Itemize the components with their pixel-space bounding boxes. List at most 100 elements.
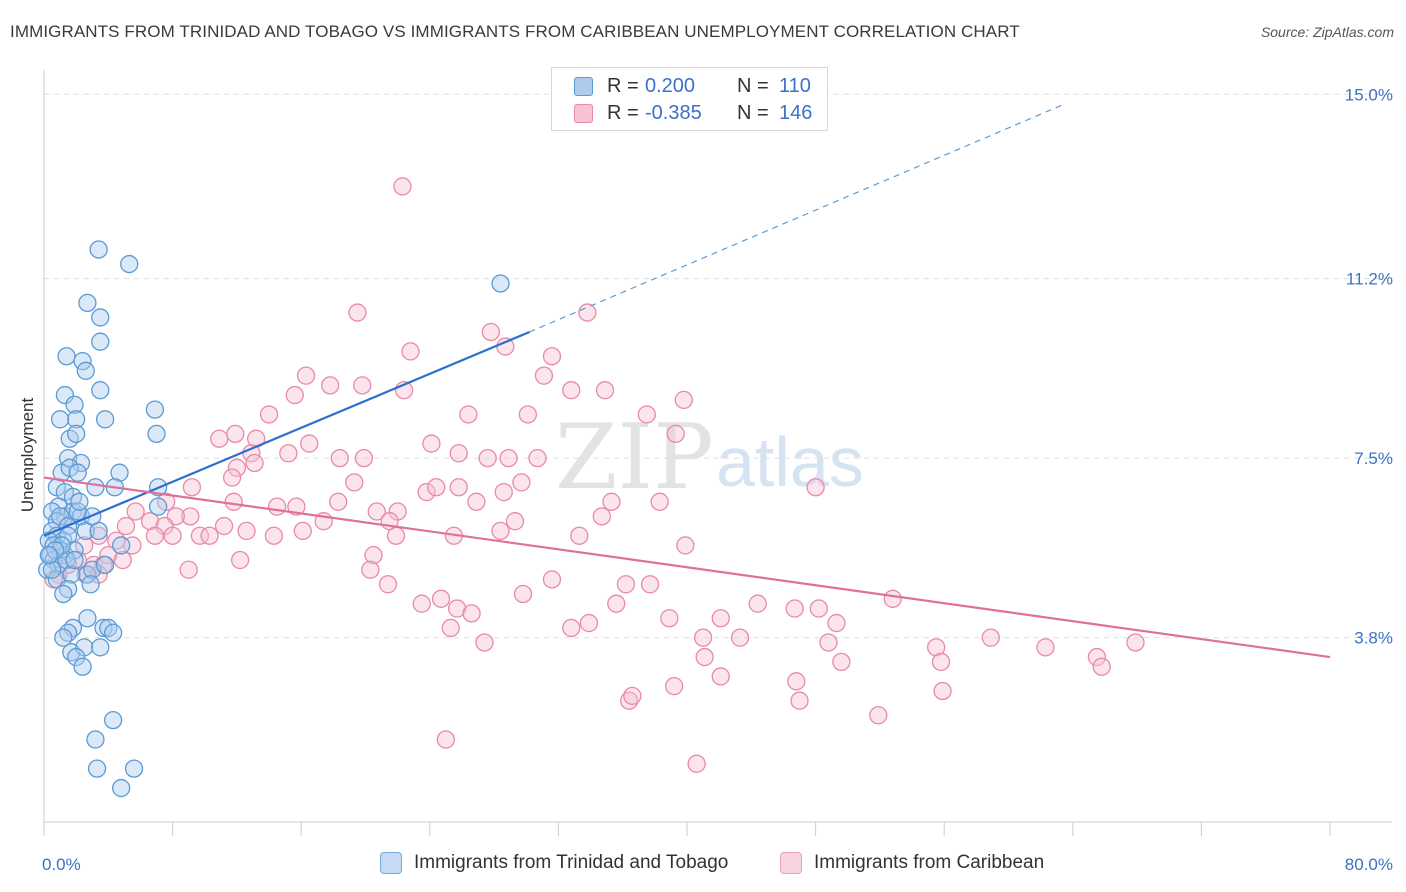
caribbean-point-65 xyxy=(491,521,510,541)
caribbean-point-131 xyxy=(790,691,809,710)
trinidad-points xyxy=(38,240,510,798)
trinidad-point-7 xyxy=(55,385,75,405)
caribbean-point-50 xyxy=(181,507,200,526)
trinidad-point-5 xyxy=(73,351,92,371)
caribbean-point-89 xyxy=(179,560,198,579)
caribbean-point-114 xyxy=(730,628,750,647)
caribbean-point-117 xyxy=(927,638,946,657)
legend-r-label: R = xyxy=(607,101,639,124)
caribbean-point-70 xyxy=(386,526,406,545)
caribbean-point-129 xyxy=(619,691,639,710)
caribbean-point-85 xyxy=(230,550,250,570)
caribbean-point-13 xyxy=(285,385,304,405)
caribbean-point-7 xyxy=(296,366,316,385)
trinidad-trend-line xyxy=(43,330,530,537)
trinidad-point-6 xyxy=(76,361,95,380)
trinidad-point-0 xyxy=(89,240,108,259)
caribbean-point-33 xyxy=(528,448,547,468)
trend-lines xyxy=(43,103,1331,659)
caribbean-point-41 xyxy=(494,482,513,502)
caribbean-point-106 xyxy=(883,589,902,608)
legend-r-value: 0.200 xyxy=(645,74,696,97)
trinidad-point-86 xyxy=(65,550,84,570)
trinidad-point-77 xyxy=(86,730,105,749)
caribbean-point-58 xyxy=(505,512,525,531)
trinidad-point-4 xyxy=(57,347,76,366)
caribbean-point-62 xyxy=(237,521,256,541)
caribbean-point-90 xyxy=(361,560,380,579)
trinidad-point-59 xyxy=(62,565,81,584)
caribbean-point-37 xyxy=(182,478,202,497)
caribbean-point-54 xyxy=(126,502,145,521)
axes: Unemployment xyxy=(18,70,1392,836)
caribbean-trend-line xyxy=(43,476,1331,659)
trinidad-point-89 xyxy=(70,492,89,511)
watermark-atlas: atlas xyxy=(716,423,864,501)
caribbean-point-137 xyxy=(427,478,446,497)
trinidad-point-74 xyxy=(73,657,92,676)
caribbean-point-27 xyxy=(279,444,298,463)
trinidad-point-79 xyxy=(124,759,144,778)
caribbean-point-68 xyxy=(163,526,182,545)
caribbean-point-95 xyxy=(616,575,636,594)
caribbean-point-25 xyxy=(300,434,319,453)
caribbean-point-79 xyxy=(364,546,383,565)
caribbean-point-108 xyxy=(711,609,730,628)
legend-n-value: 146 xyxy=(779,101,813,124)
caribbean-point-111 xyxy=(441,618,460,638)
trinidad-point-73 xyxy=(67,647,86,667)
caribbean-point-120 xyxy=(1087,647,1107,667)
caribbean-point-132 xyxy=(869,706,888,725)
caribbean-point-136 xyxy=(245,453,264,473)
caribbean-point-63 xyxy=(264,526,284,545)
trinidad-point-60 xyxy=(81,575,100,594)
trinidad-point-75 xyxy=(103,623,123,642)
legend-swatch-blue xyxy=(574,76,593,96)
trinidad-point-1 xyxy=(120,254,139,274)
caribbean-point-69 xyxy=(190,526,210,545)
x-tick-label-1: 80.0% xyxy=(1345,855,1393,874)
trinidad-point-12 xyxy=(95,410,115,429)
y-tick-label-2: 11.2% xyxy=(1346,270,1393,289)
caribbean-point-0 xyxy=(393,177,412,196)
caribbean-point-127 xyxy=(664,677,684,696)
caribbean-point-28 xyxy=(330,448,349,468)
caribbean-point-18 xyxy=(518,405,538,424)
series-swatch-blue xyxy=(380,852,402,874)
caribbean-point-98 xyxy=(513,584,533,604)
trinidad-point-9 xyxy=(91,332,110,351)
caribbean-point-47 xyxy=(650,492,669,511)
caribbean-point-46 xyxy=(602,492,621,511)
legend-n-label: N = xyxy=(737,101,769,124)
series-label-trinidad: Immigrants from Trinidad and Tobago xyxy=(414,852,729,873)
caribbean-point-66 xyxy=(116,516,136,536)
caribbean-point-2 xyxy=(578,303,597,322)
caribbean-point-72 xyxy=(570,526,589,545)
caribbean-point-109 xyxy=(579,613,599,633)
caribbean-point-126 xyxy=(787,672,806,691)
y-tick-label-0: 3.8% xyxy=(1354,629,1393,648)
legend-n-label: N = xyxy=(737,74,769,97)
trinidad-point-70 xyxy=(54,628,73,647)
caribbean-point-103 xyxy=(748,594,767,613)
legend-r-value: -0.385 xyxy=(645,101,702,124)
trinidad-point-64 xyxy=(78,609,97,628)
trinidad-point-54 xyxy=(38,560,57,579)
caribbean-point-99 xyxy=(412,594,431,613)
grid-lines xyxy=(44,93,1392,639)
caribbean-point-96 xyxy=(640,575,660,594)
caribbean-point-23 xyxy=(666,424,685,444)
caribbean-point-93 xyxy=(378,575,398,594)
y-tick-label-3: 15.0% xyxy=(1345,85,1393,104)
trinidad-point-72 xyxy=(91,638,110,657)
caribbean-point-3 xyxy=(481,322,501,342)
caribbean-point-5 xyxy=(401,342,420,361)
caribbean-point-40 xyxy=(449,478,468,497)
series-label-caribbean: Immigrants from Caribbean xyxy=(814,852,1045,873)
trinidad-point-81 xyxy=(491,274,510,293)
caribbean-point-124 xyxy=(1092,657,1111,676)
caribbean-point-64 xyxy=(293,521,312,541)
caribbean-point-42 xyxy=(806,478,825,497)
caribbean-point-34 xyxy=(227,458,247,477)
